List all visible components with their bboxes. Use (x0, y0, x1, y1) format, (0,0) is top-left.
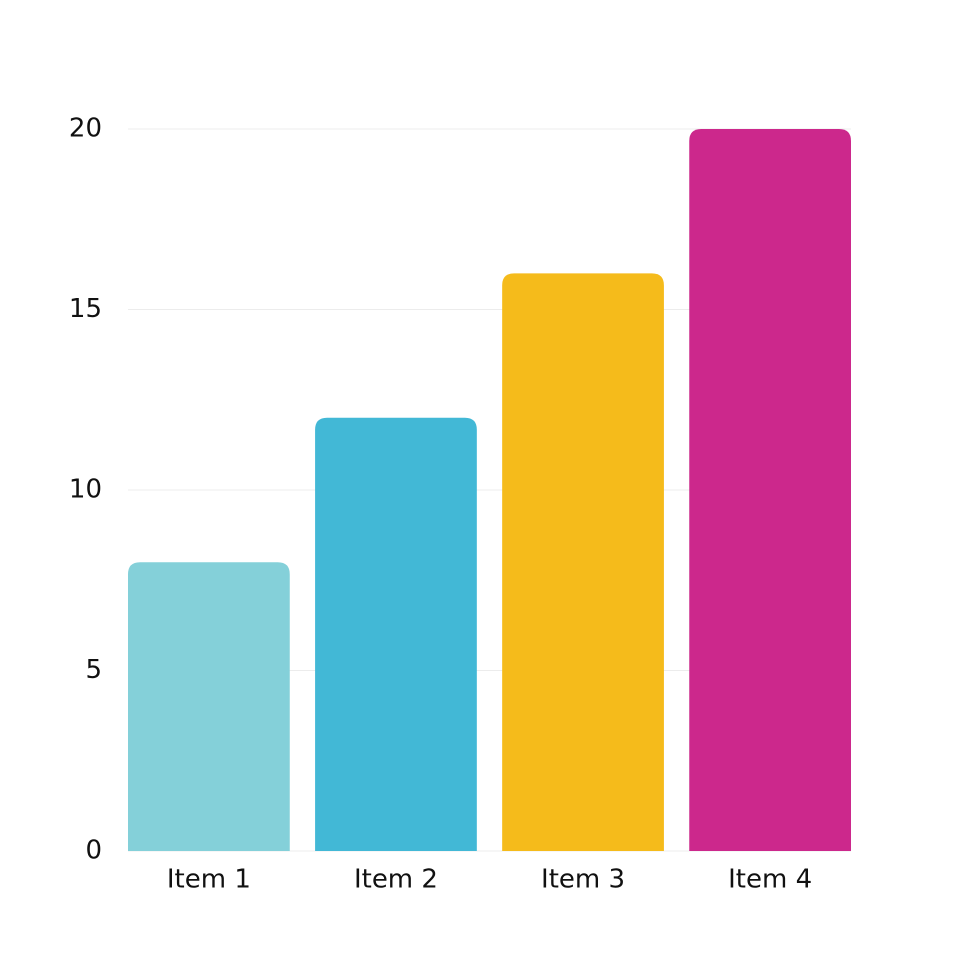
y-tick-label: 15 (69, 294, 102, 324)
y-tick-label: 0 (85, 836, 102, 866)
x-tick-label: Item 3 (541, 865, 625, 895)
x-tick-label: Item 2 (354, 865, 438, 895)
y-tick-label: 20 (69, 114, 102, 144)
x-tick-label: Item 1 (167, 865, 251, 895)
bar (689, 129, 851, 851)
y-tick-label: 10 (69, 475, 102, 505)
bar (502, 273, 664, 851)
bar (128, 562, 290, 851)
y-tick-label: 5 (85, 655, 102, 685)
x-tick-label: Item 4 (728, 865, 812, 895)
bar (315, 417, 477, 851)
